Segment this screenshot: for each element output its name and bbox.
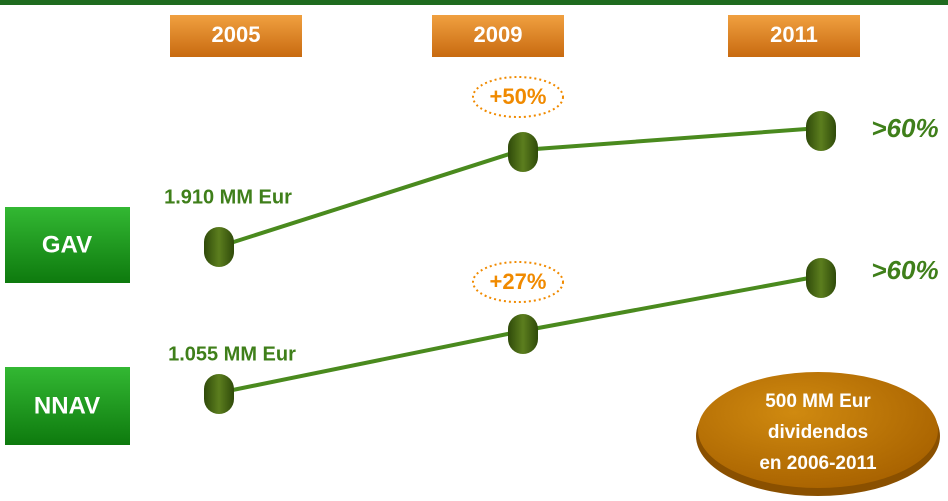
year: 2005	[212, 22, 261, 47]
row-label-box	[5, 207, 130, 283]
marker	[204, 374, 234, 414]
row-label: GAV	[42, 231, 92, 258]
row-label: NNAV	[34, 392, 100, 419]
growth-badge	[472, 76, 564, 118]
row-label-box	[5, 367, 130, 445]
note-line: 500 MM Eur	[765, 391, 871, 412]
growth-badge	[472, 261, 564, 303]
start-value: 1.910 MM Eur	[164, 186, 292, 208]
target: >60%	[871, 255, 938, 285]
year-box	[432, 15, 564, 57]
year-headers: 2005 2009 2011	[170, 15, 860, 57]
note-line: dividendos	[768, 422, 868, 443]
year-box	[170, 15, 302, 57]
growth: +50%	[490, 84, 547, 109]
year: 2009	[474, 22, 523, 47]
top-bar	[0, 0, 948, 5]
note-line: en 2006-2011	[759, 453, 877, 474]
year: 2011	[770, 22, 818, 47]
target: >60%	[871, 113, 938, 143]
dividend-note: 500 MM Eur dividendos en 2006-2011	[696, 372, 940, 496]
start-value: 1.055 MM Eur	[168, 343, 296, 365]
nnav-row: NNAV 1.055 MM Eur +27% >60%	[5, 255, 939, 445]
marker	[508, 132, 538, 172]
marker	[204, 227, 234, 267]
growth: +27%	[490, 269, 547, 294]
note-oval	[698, 372, 938, 488]
marker	[508, 314, 538, 354]
marker	[806, 258, 836, 298]
year-box	[728, 15, 860, 57]
gav-row: GAV 1.910 MM Eur +50% >60%	[5, 76, 939, 283]
marker	[806, 111, 836, 151]
